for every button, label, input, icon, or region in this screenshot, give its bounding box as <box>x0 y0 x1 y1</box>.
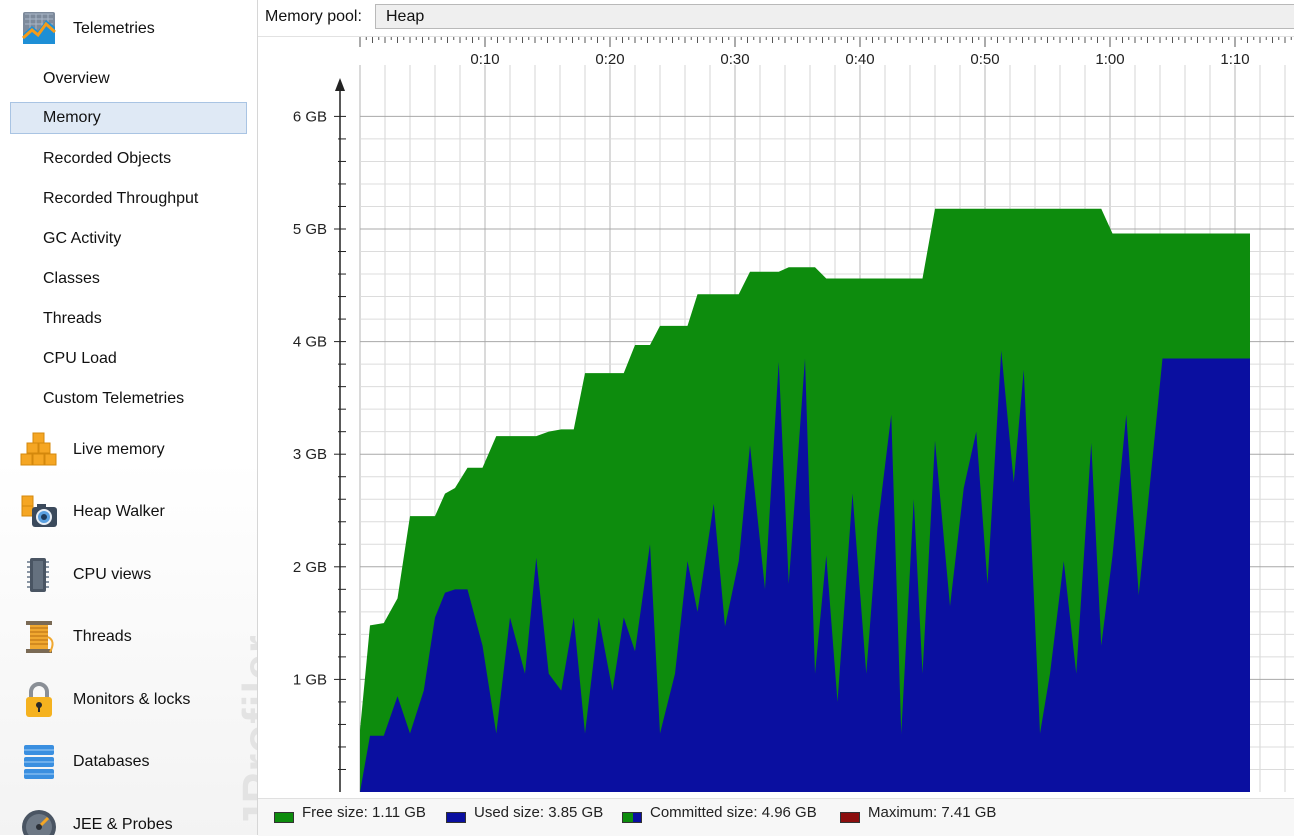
item-label: Overview <box>43 70 110 87</box>
item-label: Recorded Throughput <box>43 190 199 207</box>
section-label: JEE & Probes <box>73 816 173 833</box>
section-label: Live memory <box>73 441 165 458</box>
item-label: Custom Telemetries <box>43 390 185 407</box>
memory-pool-select[interactable]: Heap <box>375 4 1294 29</box>
section-heap-walker[interactable]: Heap Walker <box>0 483 257 541</box>
section-monitors-locks[interactable]: Monitors & locks <box>0 671 257 729</box>
legend-label: Free size: 1.11 GB <box>302 804 426 821</box>
legend-swatch <box>446 812 466 823</box>
y-axis-arrow <box>335 78 345 91</box>
navigation-sidebar: Telemetries Overview Memory Recorded Obj… <box>0 0 258 835</box>
legend-swatch <box>622 812 642 823</box>
section-label: Heap Walker <box>73 503 165 520</box>
memory-pool-label: Memory pool: <box>265 8 362 25</box>
telemetry-item-recorded-objects[interactable]: Recorded Objects <box>10 143 247 175</box>
section-jee-probes[interactable]: JEE & Probes <box>0 796 257 835</box>
x-tick-label: 0:40 <box>845 51 874 68</box>
telemetry-item-overview[interactable]: Overview <box>10 63 247 95</box>
x-tick-label: 0:30 <box>720 51 749 68</box>
section-live-memory[interactable]: Live memory <box>0 421 257 479</box>
threads-icon <box>26 621 54 653</box>
monitors-locks-icon <box>26 682 52 717</box>
x-tick-label: 1:10 <box>1220 51 1249 68</box>
x-tick-label: 0:10 <box>470 51 499 68</box>
heap-walker-icon <box>21 495 57 527</box>
section-cpu-views[interactable]: CPU views <box>0 546 257 604</box>
telemetry-item-classes[interactable]: Classes <box>10 263 247 295</box>
legend-label: Used size: 3.85 GB <box>474 804 604 821</box>
section-threads[interactable]: Threads <box>0 608 257 666</box>
y-tick-label: 1 GB <box>293 671 327 688</box>
live-memory-icon <box>20 432 57 466</box>
x-tick-label: 0:20 <box>595 51 624 68</box>
section-label: Telemetries <box>73 20 155 37</box>
legend-label: Maximum: 7.41 GB <box>868 804 997 821</box>
item-label: Threads <box>43 310 102 327</box>
section-label: Databases <box>73 753 150 770</box>
section-telemetries[interactable]: Telemetries <box>0 0 257 58</box>
chart-legend: Free size: 1.11 GB Used size: 3.85 GB Co… <box>258 798 1294 836</box>
memory-chart-svg: 1 GB 2 GB 3 GB 4 GB 5 GB 6 GB 0:10 0:20 0:30 0:40… <box>258 37 1294 798</box>
databases-icon <box>24 745 54 779</box>
cpu-views-icon <box>27 558 49 592</box>
item-label: CPU Load <box>43 350 117 367</box>
y-tick-label: 2 GB <box>293 559 327 576</box>
telemetry-item-threads[interactable]: Threads <box>10 303 247 335</box>
memory-chart: 1 GB 2 GB 3 GB 4 GB 5 GB 6 GB 0:10 0:20 0:30 0:40… <box>258 37 1294 798</box>
y-tick-label: 5 GB <box>293 221 327 238</box>
section-label: CPU views <box>73 566 152 583</box>
x-tick-label: 1:00 <box>1095 51 1124 68</box>
series-used-area <box>360 350 1250 792</box>
section-label: Monitors & locks <box>73 691 191 708</box>
legend-swatch <box>274 812 294 823</box>
y-tick-label: 6 GB <box>293 108 327 125</box>
section-databases[interactable]: Databases <box>0 733 257 791</box>
watermark-text: JProfiler <box>233 634 258 830</box>
item-label: GC Activity <box>43 230 122 247</box>
item-label: Classes <box>43 270 100 287</box>
legend-label: Committed size: 4.96 GB <box>650 804 817 821</box>
section-label: Threads <box>73 628 132 645</box>
telemetry-item-memory[interactable]: Memory <box>10 102 247 134</box>
telemetry-item-cpu-load[interactable]: CPU Load <box>10 343 247 375</box>
y-tick-label: 3 GB <box>293 446 327 463</box>
telemetry-item-custom-telemetries[interactable]: Custom Telemetries <box>10 383 247 415</box>
memory-pool-value: Heap <box>386 8 425 25</box>
item-label: Recorded Objects <box>43 150 172 167</box>
item-label: Memory <box>43 109 101 126</box>
jee-probes-icon <box>22 810 56 835</box>
telemetries-icon <box>22 12 56 44</box>
memory-pool-toolbar: Memory pool: Heap <box>258 0 1294 37</box>
telemetry-item-gc-activity[interactable]: GC Activity <box>10 223 247 255</box>
legend-swatch <box>840 812 860 823</box>
y-tick-label: 4 GB <box>293 334 327 351</box>
telemetry-item-recorded-throughput[interactable]: Recorded Throughput <box>10 183 247 215</box>
x-tick-label: 0:50 <box>970 51 999 68</box>
jprofiler-watermark: JProfiler <box>192 634 257 830</box>
